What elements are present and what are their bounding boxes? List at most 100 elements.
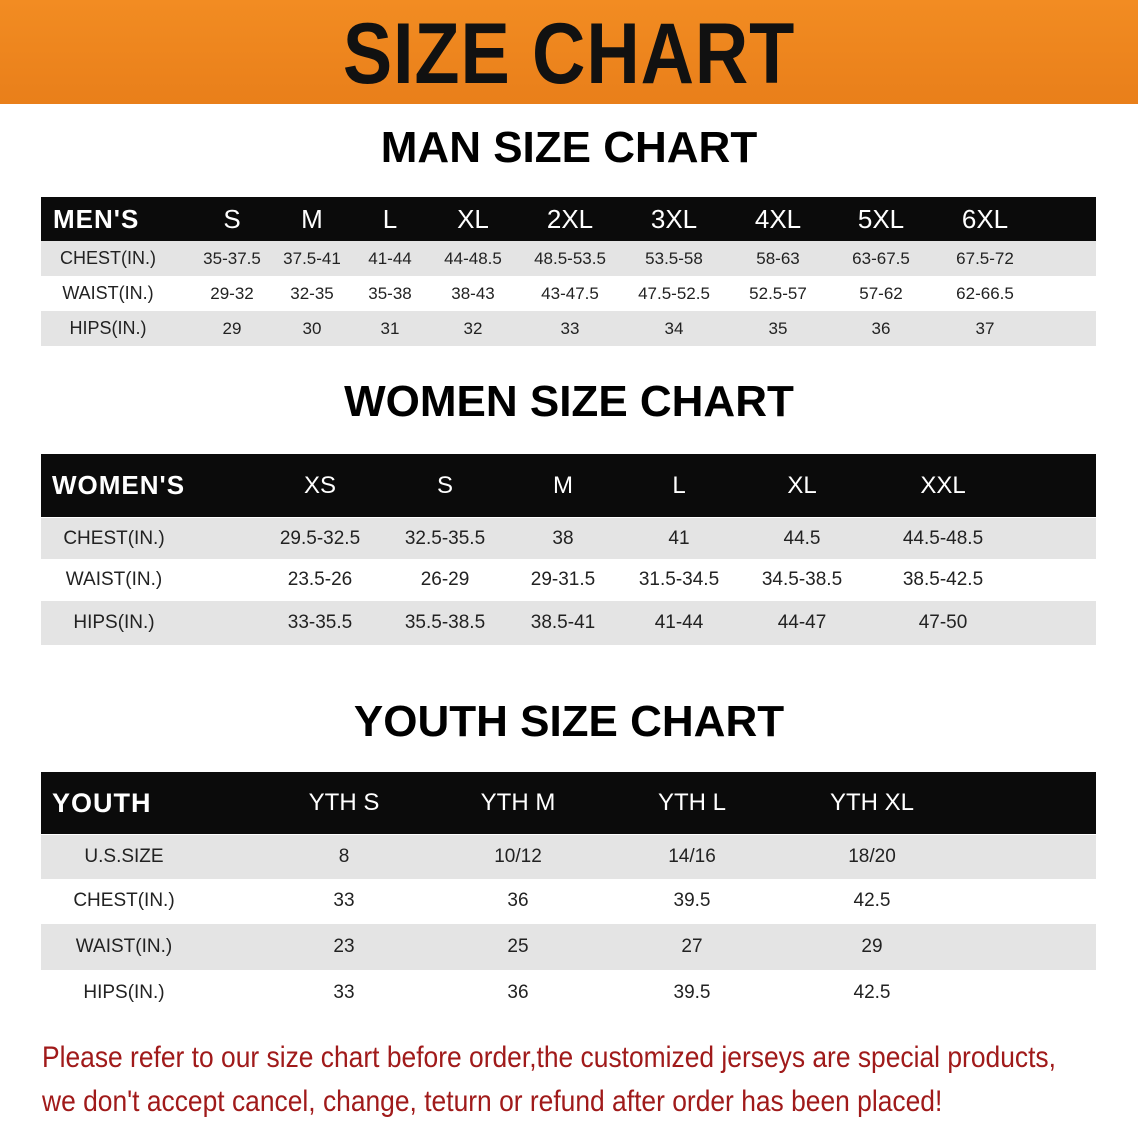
women-measurement-cell: 41-44: [654, 612, 704, 633]
men-size-header: S: [223, 204, 241, 234]
men-header-label: MEN'S: [53, 204, 140, 234]
women-measurement-cell: 31.5-34.5: [638, 569, 720, 590]
men-measurement-cell: 31: [380, 319, 400, 338]
men-measurement-cell: 35: [768, 319, 788, 338]
men-header-row: MEN'S S M L XL 2XL 3XL 4XL 5XL 6XL: [41, 197, 1096, 241]
men-size-header: 3XL: [650, 204, 698, 234]
men-measurement-cell: 58-63: [756, 249, 800, 268]
youth-measurement-cell: 42.5: [853, 982, 891, 1003]
women-measurement-cell: 47-50: [918, 612, 968, 633]
youth-row-label: HIPS(IN.): [83, 982, 165, 1003]
women-table-row: WAIST(IN.) 23.5-26 26-29 29-31.5 31.5-34.5 34…: [41, 559, 1096, 601]
men-measurement-cell: 32: [463, 319, 483, 338]
men-measurement-cell: 44-48.5: [444, 249, 502, 268]
women-size-header: XS: [303, 472, 337, 499]
men-row-label: HIPS(IN.): [69, 318, 147, 338]
women-measurement-cell: 41: [668, 528, 690, 549]
women-measurement-cell: 33-35.5: [287, 612, 353, 633]
women-table-row: CHEST(IN.) 29.5-32.5 32.5-35.5 38 41 44.5 44.5…: [41, 518, 1096, 559]
women-measurement-cell: 32.5-35.5: [404, 528, 486, 549]
youth-measurement-cell: 18/20: [848, 846, 896, 867]
youth-table-row: HIPS(IN.) 33 36 39.5 42.5: [41, 970, 1096, 1015]
men-size-header: L: [382, 204, 398, 234]
youth-measurement-cell: 14/16: [668, 846, 716, 867]
men-size-header: XL: [457, 204, 489, 234]
men-measurement-cell: 32-35: [290, 284, 334, 303]
women-size-header: XL: [787, 472, 817, 499]
women-size-header: M: [553, 472, 573, 499]
youth-measurement-cell: 33: [333, 982, 355, 1003]
youth-header-row: YOUTH YTH S YTH M YTH L YTH XL: [41, 772, 1096, 834]
women-header-row: WOMEN'S XS S M L XL XXL: [41, 454, 1096, 517]
men-measurement-cell: 52.5-57: [749, 284, 807, 303]
men-size-table: MEN'S S M L XL 2XL 3XL 4XL 5XL 6XL CHEST(IN.) 35-37…: [41, 197, 1096, 346]
youth-measurement-cell: 36: [507, 890, 529, 911]
men-measurement-cell: 47.5-52.5: [638, 284, 710, 303]
youth-table-row: U.S.SIZE 8 10/12 14/16 18/20: [41, 835, 1096, 879]
order-notice-line-2: we don't accept cancel, change, teturn o…: [42, 1085, 943, 1118]
men-table-row: HIPS(IN.) 29 30 31 32 33 34 35 36 37: [41, 311, 1096, 346]
women-measurement-cell: 44.5-48.5: [902, 528, 984, 549]
men-measurement-cell: 63-67.5: [852, 249, 910, 268]
men-size-header: 2XL: [546, 204, 594, 234]
men-measurement-cell: 37.5-41: [283, 249, 341, 268]
men-measurement-cell: 34: [664, 319, 684, 338]
men-measurement-cell: 37: [975, 319, 995, 338]
men-measurement-cell: 41-44: [368, 249, 412, 268]
women-table-row: HIPS(IN.) 33-35.5 35.5-38.5 38.5-41 41-44 44-…: [41, 601, 1096, 645]
youth-measurement-cell: 8: [338, 846, 350, 867]
men-measurement-cell: 43-47.5: [541, 284, 599, 303]
men-measurement-cell: 48.5-53.5: [534, 249, 606, 268]
youth-measurement-cell: 42.5: [853, 890, 891, 911]
men-measurement-cell: 30: [302, 319, 322, 338]
men-measurement-cell: 38-43: [451, 284, 495, 303]
men-measurement-cell: 35-37.5: [203, 249, 261, 268]
women-row-label: HIPS(IN.): [73, 612, 155, 633]
men-measurement-cell: 57-62: [859, 284, 903, 303]
men-section-title: MAN SIZE CHART: [380, 123, 758, 172]
size-chart-banner: SIZE CHART: [0, 0, 1138, 104]
youth-measurement-cell: 10/12: [494, 846, 542, 867]
youth-header-label: YOUTH: [52, 788, 152, 818]
women-size-header: S: [436, 472, 454, 499]
youth-measurement-cell: 39.5: [673, 982, 711, 1003]
women-measurement-cell: 44-47: [777, 612, 827, 633]
youth-measurement-cell: 36: [507, 982, 529, 1003]
men-size-header: 4XL: [754, 204, 802, 234]
youth-size-header: YTH S: [308, 789, 380, 816]
women-size-header: L: [672, 472, 686, 499]
women-measurement-cell: 44.5: [783, 528, 821, 549]
youth-measurement-cell: 39.5: [673, 890, 711, 911]
order-notice-line-1: Please refer to our size chart before or…: [42, 1041, 1056, 1074]
youth-size-header: YTH M: [480, 789, 556, 816]
youth-measurement-cell: 33: [333, 890, 355, 911]
women-size-header: XXL: [920, 472, 966, 499]
men-row-label: CHEST(IN.): [60, 248, 156, 268]
men-measurement-cell: 33: [560, 319, 580, 338]
youth-row-label: WAIST(IN.): [75, 936, 173, 957]
women-measurement-cell: 23.5-26: [287, 569, 353, 590]
women-measurement-cell: 38: [552, 528, 574, 549]
youth-measurement-cell: 27: [681, 936, 703, 957]
women-section-title: WOMEN SIZE CHART: [344, 377, 794, 426]
men-measurement-cell: 62-66.5: [956, 284, 1014, 303]
women-measurement-cell: 29-31.5: [530, 569, 596, 590]
youth-row-label: U.S.SIZE: [84, 846, 164, 867]
banner-title: SIZE CHART: [342, 6, 796, 102]
women-measurement-cell: 26-29: [420, 569, 470, 590]
men-table-row: WAIST(IN.) 29-32 32-35 35-38 38-43 43-47.5 47.…: [41, 276, 1096, 311]
women-measurement-cell: 29.5-32.5: [279, 528, 361, 549]
men-measurement-cell: 29-32: [210, 284, 254, 303]
youth-row-label: CHEST(IN.): [73, 890, 175, 911]
men-measurement-cell: 53.5-58: [645, 249, 703, 268]
youth-measurement-cell: 25: [507, 936, 529, 957]
women-measurement-cell: 38.5-42.5: [902, 569, 984, 590]
women-measurement-cell: 38.5-41: [530, 612, 596, 633]
youth-size-table: YOUTH YTH S YTH M YTH L YTH XL U.S.SIZE 8 10/12…: [41, 772, 1096, 1016]
youth-measurement-cell: 29: [861, 936, 883, 957]
men-measurement-cell: 29: [222, 319, 242, 338]
youth-size-header: YTH XL: [829, 789, 915, 816]
youth-table-row: CHEST(IN.) 33 36 39.5 42.5: [41, 879, 1096, 923]
women-measurement-cell: 34.5-38.5: [761, 569, 843, 590]
youth-table-row: WAIST(IN.) 23 25 27 29: [41, 924, 1096, 970]
